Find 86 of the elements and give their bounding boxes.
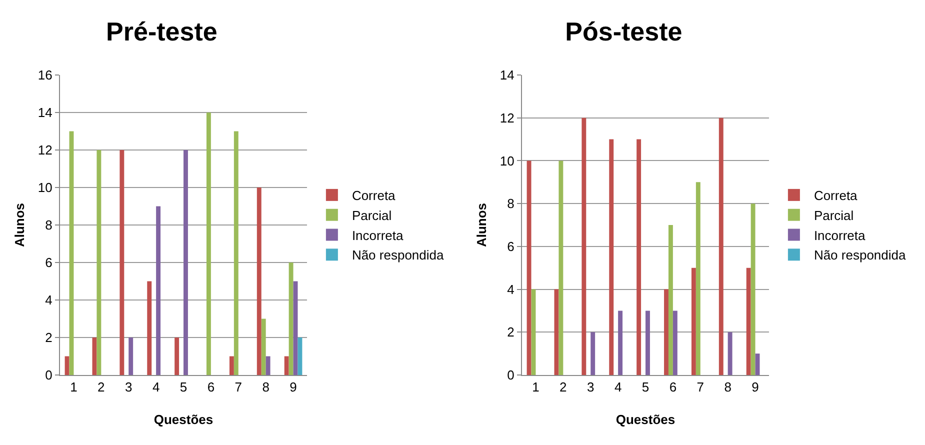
y-tick-label: 12 <box>500 110 514 126</box>
y-tick-label: 2 <box>45 330 52 346</box>
legend-label: Não respondida <box>814 248 906 263</box>
y-tick-label: 4 <box>507 282 514 297</box>
bar <box>609 139 614 375</box>
x-tick-label: 9 <box>290 380 297 395</box>
y-tick-label: 0 <box>507 368 514 383</box>
legend-label: Correta <box>814 188 858 204</box>
y-tick-label: 16 <box>38 68 52 83</box>
x-tick-label: 3 <box>586 380 594 395</box>
x-tick-label: 7 <box>234 380 242 395</box>
x-tick-label: 9 <box>752 380 759 395</box>
x-tick-label: 2 <box>560 380 567 395</box>
bar <box>288 262 294 375</box>
y-tick-label: 10 <box>500 153 514 168</box>
legend-label: Não respondida <box>352 248 444 263</box>
x-axis-title: Questões <box>616 412 676 427</box>
y-tick-label: 10 <box>38 180 52 196</box>
x-tick-label: 7 <box>696 380 704 395</box>
chart-title: Pré-teste <box>106 16 218 46</box>
y-tick-label: 8 <box>45 218 52 233</box>
x-tick-label: 2 <box>98 380 105 395</box>
bar <box>156 206 161 375</box>
bar <box>206 112 211 375</box>
bar <box>261 318 266 375</box>
bar <box>92 338 97 375</box>
bar <box>672 310 678 375</box>
bar <box>128 338 134 375</box>
bar <box>728 332 732 375</box>
bar <box>64 356 70 375</box>
bar <box>69 131 74 375</box>
y-axis-title: Alunos <box>474 202 489 248</box>
y-tick-label: 6 <box>507 238 514 254</box>
bar <box>755 354 760 375</box>
x-tick-label: 1 <box>532 380 540 395</box>
y-tick-label: 12 <box>38 142 52 158</box>
bar <box>184 150 188 375</box>
bar <box>664 289 668 375</box>
bar <box>590 332 596 375</box>
bar <box>256 188 262 375</box>
bar <box>618 310 623 375</box>
bar <box>718 118 724 375</box>
y-tick-label: 0 <box>45 368 52 383</box>
bar <box>746 268 751 375</box>
bar <box>646 310 650 375</box>
x-tick-label: 5 <box>642 380 650 395</box>
legend-label: Parcial <box>814 208 854 223</box>
x-tick-label: 1 <box>70 380 78 395</box>
bar <box>96 150 102 375</box>
x-tick-label: 5 <box>180 380 188 395</box>
y-tick-label: 2 <box>507 324 514 340</box>
y-tick-label: 14 <box>38 105 52 120</box>
bar <box>284 356 289 375</box>
x-tick-label: 8 <box>724 380 732 395</box>
bar <box>234 131 238 375</box>
legend-label: Incorreta <box>352 228 404 243</box>
bar <box>696 182 700 375</box>
bar <box>174 338 180 375</box>
bar <box>298 338 302 375</box>
bar <box>147 281 152 375</box>
bar <box>691 268 696 375</box>
y-tick-label: 14 <box>500 68 514 83</box>
y-axis-title: Alunos <box>12 202 27 248</box>
x-tick-label: 8 <box>262 380 270 395</box>
bar <box>526 160 532 375</box>
x-tick-label: 6 <box>207 380 215 395</box>
bar <box>582 118 586 375</box>
y-tick-label: 8 <box>507 196 514 212</box>
bar <box>266 356 270 375</box>
bar <box>636 139 642 375</box>
x-tick-label: 4 <box>152 380 160 395</box>
bar <box>668 225 673 375</box>
bar <box>750 204 756 375</box>
bar <box>558 160 564 375</box>
x-tick-label: 6 <box>669 380 677 395</box>
bar <box>229 356 234 375</box>
x-axis-title: Questões <box>154 412 214 427</box>
x-tick-label: 4 <box>614 380 622 395</box>
legend-label: Parcial <box>352 208 392 223</box>
y-tick-label: 6 <box>45 255 52 270</box>
chart-title: Pós-teste <box>565 16 682 46</box>
legend-label: Incorreta <box>814 228 866 243</box>
legend-label: Correta <box>352 188 396 204</box>
x-tick-label: 3 <box>124 380 132 395</box>
bar <box>120 150 124 375</box>
y-tick-label: 4 <box>45 292 52 308</box>
